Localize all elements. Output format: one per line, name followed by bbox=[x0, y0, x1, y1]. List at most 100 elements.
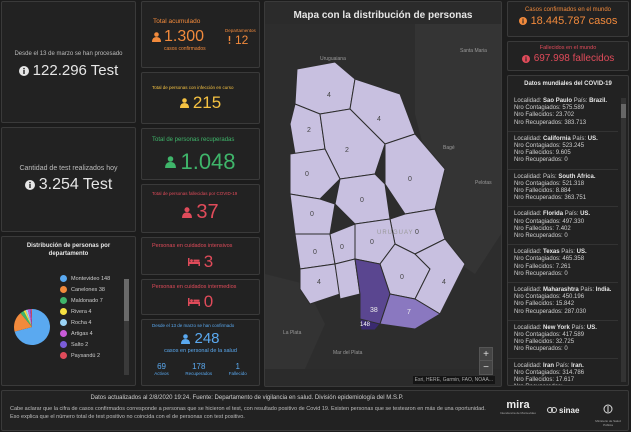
record-field: Nro Contagiados: bbox=[514, 256, 561, 263]
record-field: 0 bbox=[564, 270, 568, 277]
record-field: 32.725 bbox=[555, 339, 575, 346]
map-count: 4 bbox=[327, 92, 331, 99]
world-records-list[interactable]: Localidad: Sao Paulo País: Brazil. Nro Co… bbox=[508, 94, 618, 385]
health-breakdown-value: 1 bbox=[235, 362, 240, 371]
record-field: Nro Recuperados: bbox=[514, 384, 563, 385]
record-field: Texas bbox=[543, 249, 560, 256]
record-field: Nro Fallecidos: bbox=[514, 339, 555, 346]
health-breakdown-item: 178 Recuperados bbox=[185, 362, 212, 376]
pie-slice-salto[interactable] bbox=[29, 309, 32, 327]
record-field: País: bbox=[561, 249, 575, 256]
legend-swatch bbox=[60, 308, 67, 315]
health-caption-top: Desde el 13 de marzo se han confirmado bbox=[152, 323, 235, 328]
dept-montevideo bbox=[359, 318, 381, 331]
person-icon bbox=[152, 32, 161, 42]
map-count: 0 bbox=[408, 176, 412, 183]
legend-scrollbar[interactable] bbox=[124, 279, 129, 375]
legend-label: Rivera 4 bbox=[71, 308, 92, 315]
pie-slice-montevideo[interactable] bbox=[14, 309, 50, 345]
dept-colonia bbox=[299, 263, 341, 305]
record-field: Nro Contagiados: bbox=[514, 218, 561, 225]
record-field: País: bbox=[573, 98, 588, 104]
country-label: URUGUAY bbox=[377, 230, 414, 236]
dept-legend-item: Rocha 4 bbox=[60, 319, 120, 326]
record-field: 17.617 bbox=[555, 377, 575, 384]
record-field: Sao Paulo bbox=[543, 98, 573, 104]
health-breakdown-item: 1 Fallecido bbox=[229, 362, 247, 376]
map-count: 0 bbox=[310, 211, 314, 218]
map-count: 2 bbox=[307, 127, 311, 134]
bed-icon bbox=[187, 298, 200, 306]
dept-legend-item: Salto 2 bbox=[60, 341, 120, 348]
map-count: 0 bbox=[305, 171, 309, 178]
record-field: 7.402 bbox=[555, 225, 571, 232]
record-field: Localidad: bbox=[514, 249, 542, 256]
record-field: Nro Contagiados: bbox=[514, 294, 561, 301]
record-field: 417.589 bbox=[562, 332, 585, 339]
record-field: US. bbox=[587, 135, 598, 142]
dept-chart-panel: Distribución de personas por departament… bbox=[1, 236, 136, 386]
map-count: 7 bbox=[407, 309, 411, 316]
map-count: 0 bbox=[360, 197, 364, 204]
record-field: País: bbox=[572, 135, 587, 142]
map-count: 148 bbox=[360, 322, 371, 328]
record-field: Nro Contagiados: bbox=[514, 369, 561, 376]
zoom-in-button[interactable]: + bbox=[480, 348, 492, 361]
health-breakdown-value: 178 bbox=[192, 362, 206, 371]
record-field: Nro Fallecidos: bbox=[514, 225, 555, 232]
record-field: 287.030 bbox=[564, 308, 587, 315]
place-label: Bagé bbox=[443, 145, 455, 151]
map-count: 4 bbox=[442, 279, 446, 286]
deaths-title: Total de personas fallecidas por COVID-1… bbox=[152, 191, 238, 196]
record-field: Maharashtra bbox=[543, 287, 579, 294]
zoom-out-button[interactable]: − bbox=[483, 362, 489, 373]
record-field: Nro Recuperados: bbox=[514, 270, 563, 277]
record-field: 15.842 bbox=[555, 301, 575, 308]
logo-sinae: sinae bbox=[547, 405, 579, 415]
pie-slice-maldonado[interactable] bbox=[20, 311, 32, 327]
active-panel: Total de personas con infección en curso… bbox=[141, 72, 260, 124]
dept-legend-item: Montevideo 148 bbox=[60, 275, 120, 282]
uruguay-map[interactable]: 4 2 4 2 0 0 0 0 0 4 0 0 0 0 38 7 148 4 U… bbox=[265, 24, 501, 369]
pie-slice-artigas[interactable] bbox=[27, 309, 32, 327]
health-breakdown-label: Recuperados bbox=[185, 371, 213, 376]
recovered-value: 1.048 bbox=[180, 149, 236, 174]
footer: Datos actualizados al 2/8/2020 19:24. Fu… bbox=[1, 390, 629, 431]
record-field: Localidad: bbox=[514, 211, 542, 218]
today-value: 3.254 Test bbox=[38, 176, 113, 193]
place-label: La Plata bbox=[283, 330, 302, 336]
legend-label: Artigas 4 bbox=[71, 330, 93, 337]
legend-label: Maldonado 7 bbox=[71, 297, 103, 304]
dept-maldonado bbox=[379, 293, 441, 330]
record-field: País: bbox=[543, 173, 557, 180]
legend-label: Rocha 4 bbox=[71, 319, 92, 326]
logo-mira: mira Intendencia de Montevideo bbox=[499, 399, 537, 415]
record-field: Nro Fallecidos: bbox=[514, 112, 555, 119]
record-field: País: bbox=[571, 324, 586, 331]
bed-icon bbox=[187, 258, 200, 266]
place-label: Santa Maria bbox=[460, 48, 487, 54]
pie-slice-rocha[interactable] bbox=[25, 309, 32, 327]
pie-slice-canelones[interactable] bbox=[14, 313, 32, 332]
today-tests-panel: Cantidad de test realizados hoy 3.254 Te… bbox=[1, 127, 136, 232]
dept-chart-title: Distribución de personas por departament… bbox=[26, 243, 111, 257]
world-title: Casos confirmados en el mundo bbox=[524, 7, 612, 13]
person-icon bbox=[179, 98, 189, 108]
intermediate-title: Personas en cuidados intermedios bbox=[152, 284, 237, 290]
alert-icon bbox=[228, 36, 231, 44]
deaths-value: 37 bbox=[196, 201, 219, 223]
record-field: Iran bbox=[543, 362, 555, 369]
record-field: Nro Contagiados: bbox=[514, 143, 561, 150]
records-scrollbar[interactable] bbox=[621, 98, 626, 382]
world-record: Localidad: California País: US. Nro Conta… bbox=[508, 132, 618, 170]
record-field: California bbox=[543, 135, 571, 142]
processed-caption: Desde el 13 de marzo se han procesado bbox=[14, 51, 123, 57]
record-field: 9.605 bbox=[555, 150, 571, 157]
legend-swatch bbox=[60, 341, 67, 348]
record-field: 450.196 bbox=[562, 294, 585, 301]
active-title: Total de personas con infección en curso bbox=[152, 85, 234, 90]
record-field: Nro Recuperados: bbox=[514, 119, 563, 126]
legend-swatch bbox=[60, 352, 67, 359]
pie-slice-rivera[interactable] bbox=[23, 310, 32, 327]
pie-slice-paysandú[interactable] bbox=[30, 309, 32, 327]
